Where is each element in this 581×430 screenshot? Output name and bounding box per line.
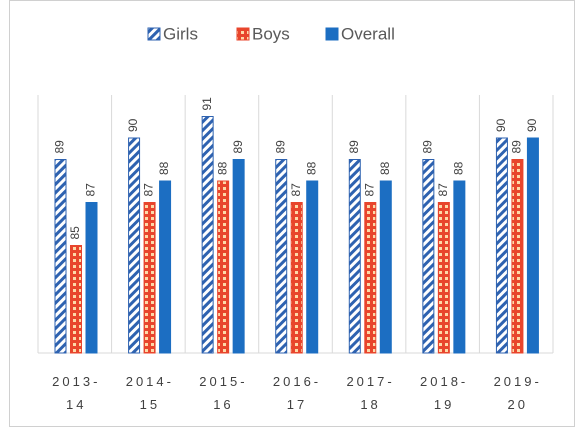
value-label: 91 [200,97,214,111]
bar [379,180,392,354]
bar [437,202,450,354]
bar [54,159,67,354]
bar [275,159,288,354]
x-tick-label: 2016-17 [273,374,321,412]
bar [159,180,172,354]
legend-swatch [325,27,339,41]
value-label: 87 [84,183,98,197]
x-tick-label: 2013-14 [52,374,100,412]
x-tick-label: 2015-16 [199,374,247,412]
value-label: 87 [436,183,450,197]
bar [495,137,508,354]
value-label: 89 [510,140,524,154]
value-label: 88 [378,161,392,175]
value-label: 90 [525,118,539,132]
x-tick-label: 2017-18 [346,374,394,412]
bar [201,116,214,354]
bar [306,180,319,354]
x-tick-label: 2019-20 [494,374,542,412]
value-label: 89 [53,140,67,154]
bar [232,159,245,354]
value-label: 90 [494,118,508,132]
value-label: 87 [142,183,156,197]
value-label: 87 [289,183,303,197]
value-label: 88 [304,161,318,175]
value-label: 90 [126,118,140,132]
bar [422,159,435,354]
legend-swatch [236,27,250,41]
bar [70,245,82,354]
legend-label: Girls [163,24,198,43]
legend-swatch [147,27,161,41]
value-label: 87 [362,183,376,197]
bar [143,202,156,354]
value-label: 88 [157,161,171,175]
bar [453,180,466,354]
x-tick-label: 2014-15 [126,374,174,412]
value-label: 89 [273,140,287,154]
value-label: 88 [215,161,229,175]
value-label: 85 [68,226,82,240]
legend-label: Boys [252,24,290,43]
legend-label: Overall [341,24,395,43]
value-label: 89 [347,140,361,154]
bar [85,202,98,354]
value-label: 88 [452,161,466,175]
bar [526,137,539,354]
bar [128,137,141,354]
value-label: 89 [231,140,245,154]
bar [511,159,524,354]
value-label: 89 [421,140,435,154]
chart-border [9,0,575,427]
bar [217,180,230,354]
x-tick-label: 2018-19 [420,374,468,412]
bar [364,202,377,354]
bar [290,202,303,354]
bar [348,159,361,354]
